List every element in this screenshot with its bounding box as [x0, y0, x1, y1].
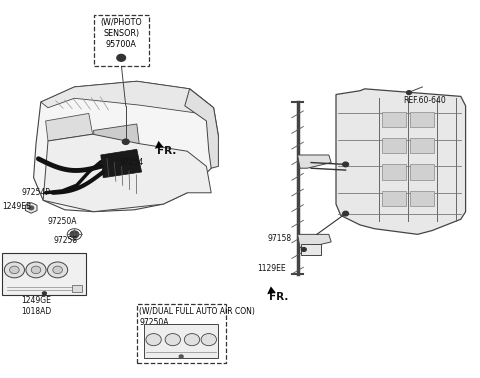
- Text: 97254: 97254: [119, 158, 144, 167]
- Circle shape: [26, 262, 46, 278]
- Polygon shape: [46, 113, 93, 141]
- Polygon shape: [298, 155, 331, 168]
- Bar: [410, 191, 434, 206]
- Text: 97254P: 97254P: [22, 188, 50, 197]
- Circle shape: [343, 211, 348, 216]
- Circle shape: [201, 333, 216, 345]
- Circle shape: [10, 266, 19, 274]
- Bar: [382, 191, 406, 206]
- Polygon shape: [25, 203, 37, 213]
- Bar: [410, 112, 434, 127]
- Text: 97258: 97258: [54, 235, 78, 245]
- Circle shape: [31, 266, 41, 274]
- Text: 1249EB: 1249EB: [2, 201, 32, 211]
- Polygon shape: [34, 81, 218, 212]
- Circle shape: [146, 333, 161, 345]
- Circle shape: [53, 266, 62, 274]
- Circle shape: [42, 292, 46, 295]
- Bar: [144, 324, 218, 358]
- Polygon shape: [336, 89, 466, 234]
- Circle shape: [48, 262, 68, 278]
- Polygon shape: [94, 124, 139, 149]
- Polygon shape: [43, 134, 211, 212]
- Text: (W/PHOTO
SENSOR)
95700A: (W/PHOTO SENSOR) 95700A: [100, 18, 142, 50]
- Bar: [382, 112, 406, 127]
- Polygon shape: [298, 234, 331, 248]
- Circle shape: [301, 248, 306, 251]
- Text: (W/DUAL FULL AUTO AIR CON)
97250A: (W/DUAL FULL AUTO AIR CON) 97250A: [139, 307, 255, 327]
- Circle shape: [29, 206, 34, 210]
- Bar: [94, 15, 149, 66]
- Bar: [410, 164, 434, 180]
- Circle shape: [117, 54, 126, 61]
- Polygon shape: [101, 149, 142, 178]
- Circle shape: [343, 162, 348, 167]
- Bar: [410, 138, 434, 153]
- Bar: [2, 253, 86, 295]
- Bar: [301, 244, 321, 255]
- Circle shape: [4, 262, 24, 278]
- Bar: [382, 138, 406, 153]
- Polygon shape: [41, 81, 214, 113]
- Text: 1249GE
1018AD: 1249GE 1018AD: [22, 296, 52, 316]
- Circle shape: [407, 91, 411, 94]
- Circle shape: [122, 139, 129, 144]
- Text: FR.: FR.: [157, 146, 176, 156]
- Text: 97250A: 97250A: [47, 217, 76, 226]
- Circle shape: [70, 231, 79, 238]
- Circle shape: [180, 355, 183, 358]
- Bar: [382, 164, 406, 180]
- Circle shape: [184, 333, 200, 345]
- Text: REF.60-640: REF.60-640: [403, 96, 446, 105]
- Text: 97158: 97158: [267, 234, 291, 243]
- Bar: [72, 285, 82, 292]
- Polygon shape: [185, 89, 218, 168]
- Text: FR.: FR.: [269, 292, 288, 302]
- Bar: [137, 304, 226, 363]
- Circle shape: [165, 333, 180, 345]
- Text: 1129EE: 1129EE: [257, 264, 286, 273]
